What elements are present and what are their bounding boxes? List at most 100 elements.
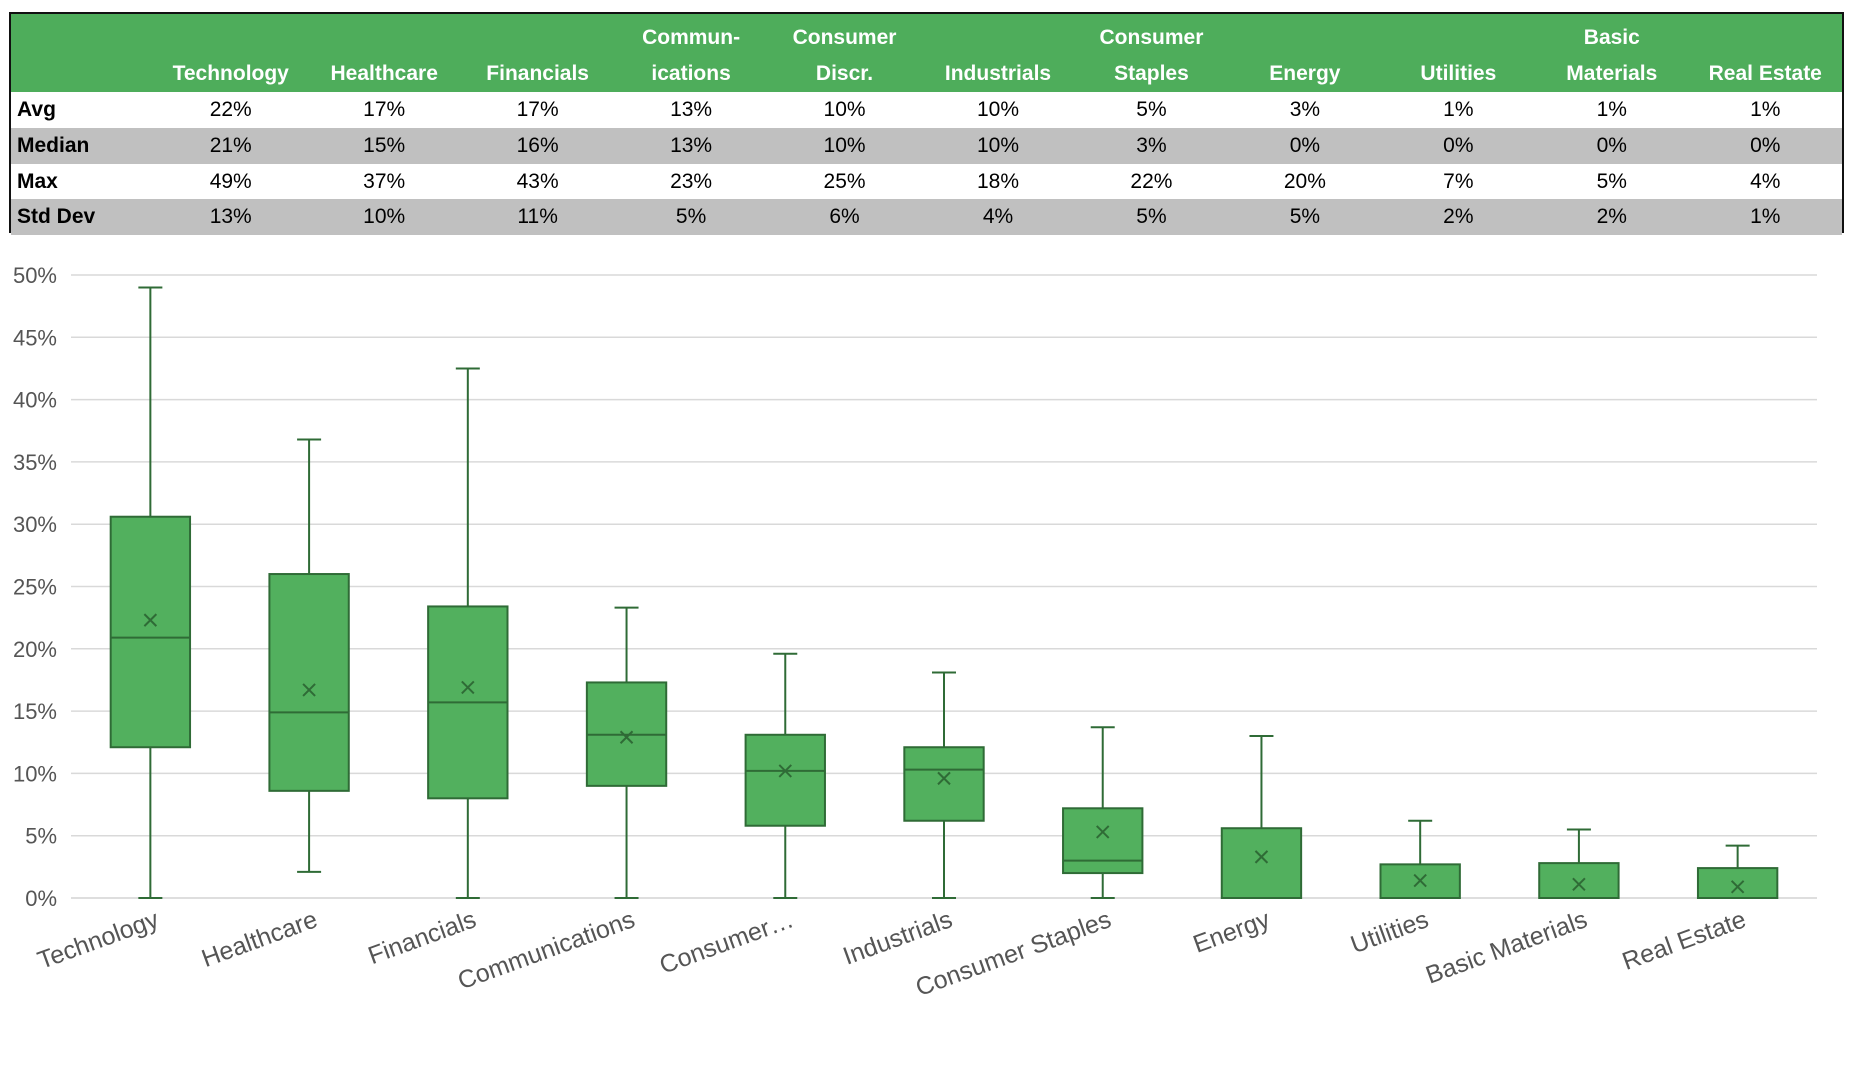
row-label: Avg xyxy=(17,98,56,121)
y-tick-label: 0% xyxy=(25,886,57,911)
mean-marker xyxy=(461,680,475,695)
cell: 22% xyxy=(1130,169,1173,193)
column-header: Real Estate xyxy=(1708,62,1822,85)
column-header: Financials xyxy=(486,62,589,85)
column-header: Consumer xyxy=(792,26,897,49)
column-header: Materials xyxy=(1566,62,1658,85)
y-tick-label: 20% xyxy=(13,637,57,662)
column-header: Basic xyxy=(1583,26,1640,49)
row-band xyxy=(11,163,1842,200)
mean-marker xyxy=(778,764,792,778)
cell: 1% xyxy=(1750,205,1781,229)
cell: 5% xyxy=(1289,205,1321,229)
column-header: Commun- xyxy=(642,26,741,49)
x-tick-label: Technology xyxy=(34,905,163,975)
y-tick-label: 30% xyxy=(13,512,57,537)
box xyxy=(1538,862,1620,899)
cell: 23% xyxy=(670,169,713,193)
box xyxy=(903,746,985,822)
x-tick-label: Basic Materials xyxy=(1422,905,1591,989)
cell: 1% xyxy=(1443,98,1474,121)
cell: 0% xyxy=(1443,133,1474,157)
column-header: Utilities xyxy=(1420,62,1497,85)
row-band xyxy=(11,127,1842,164)
mean-marker xyxy=(1730,880,1745,894)
box xyxy=(744,733,826,827)
column-header: Industrials xyxy=(944,62,1052,85)
x-tick-label: Utilities xyxy=(1347,905,1432,959)
box xyxy=(1062,807,1144,875)
cell: 3% xyxy=(1136,133,1167,157)
cell: 37% xyxy=(363,169,406,193)
mean-marker xyxy=(1572,877,1586,892)
y-tick-label: 5% xyxy=(25,824,57,849)
cell: 10% xyxy=(823,133,866,157)
cell: 0% xyxy=(1750,133,1781,157)
cell: 20% xyxy=(1283,169,1326,193)
column-header: Technology xyxy=(172,62,289,85)
x-tick-label: Healthcare xyxy=(198,905,321,973)
y-tick-label: 50% xyxy=(13,263,57,288)
column-header: Staples xyxy=(1114,62,1189,85)
cell: 10% xyxy=(363,205,406,229)
cell: 17% xyxy=(363,98,406,121)
row-label: Max xyxy=(17,169,58,193)
cell: 4% xyxy=(982,205,1014,229)
cell: 5% xyxy=(1596,169,1627,193)
cell: 18% xyxy=(976,169,1019,193)
cell: 13% xyxy=(670,133,713,157)
header-band xyxy=(11,14,1842,92)
cell: 1% xyxy=(1750,98,1781,121)
x-tick-label: Financials xyxy=(365,905,480,970)
cell: 11% xyxy=(517,205,558,229)
cell: 10% xyxy=(976,98,1019,121)
cell: 5% xyxy=(1136,205,1167,229)
cell: 49% xyxy=(209,169,252,193)
column-header: Healthcare xyxy=(330,62,438,85)
y-tick-label: 10% xyxy=(13,761,57,786)
row-band xyxy=(11,199,1842,235)
cell: 2% xyxy=(1596,205,1627,229)
cell: 25% xyxy=(823,169,866,193)
column-header: ications xyxy=(651,62,731,85)
cell: 5% xyxy=(675,205,707,229)
column-header: Consumer xyxy=(1099,26,1204,49)
cell: 13% xyxy=(209,205,252,229)
stats-table: Technology Healthcare Financials Commun-ica… xyxy=(9,12,1844,235)
y-tick-label: 45% xyxy=(13,325,57,350)
cell: 2% xyxy=(1443,205,1474,229)
cell: 17% xyxy=(516,98,559,121)
cell: 10% xyxy=(976,133,1019,157)
x-tick-label: Consumer… xyxy=(656,905,797,979)
cell: 3% xyxy=(1289,98,1321,121)
cell: 1% xyxy=(1596,98,1627,121)
x-tick-label: Industrials xyxy=(839,905,956,970)
cell: 0% xyxy=(1289,133,1321,157)
box xyxy=(268,573,350,792)
cell: 43% xyxy=(516,169,559,193)
cell: 5% xyxy=(1136,98,1167,121)
mean-marker xyxy=(619,730,634,744)
cell: 15% xyxy=(363,133,406,157)
y-tick-label: 25% xyxy=(13,575,57,600)
mean-marker xyxy=(937,771,951,786)
cell: 13% xyxy=(670,98,713,121)
y-tick-label: 40% xyxy=(13,388,57,413)
mean-marker xyxy=(143,613,158,627)
box xyxy=(1696,867,1779,900)
mean-marker xyxy=(302,683,316,697)
cell: 21% xyxy=(209,133,252,157)
mean-marker xyxy=(1096,825,1110,839)
cell: 0% xyxy=(1596,133,1627,157)
x-tick-label: Real Estate xyxy=(1619,905,1750,976)
cell: 22% xyxy=(209,98,252,121)
x-tick-label: Communications xyxy=(454,905,639,995)
column-header: Discr. xyxy=(815,62,874,85)
mean-marker xyxy=(1254,850,1269,864)
row-label: Std Dev xyxy=(17,205,96,229)
box xyxy=(1220,827,1303,899)
y-tick-label: 15% xyxy=(13,699,57,724)
y-tick-label: 35% xyxy=(13,450,57,475)
